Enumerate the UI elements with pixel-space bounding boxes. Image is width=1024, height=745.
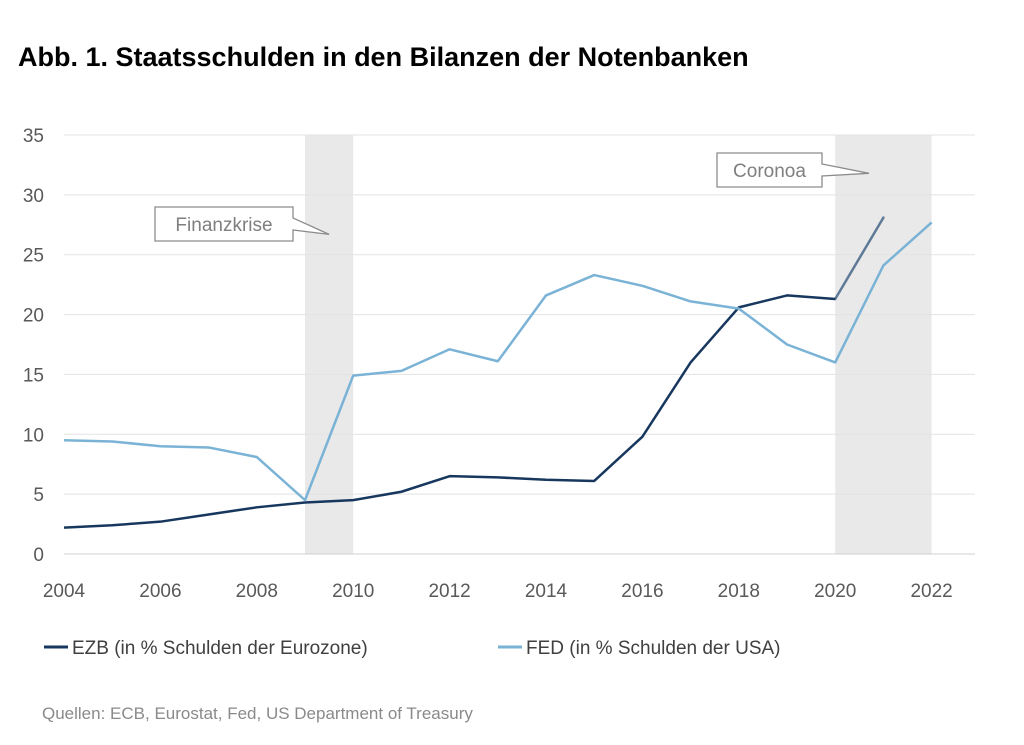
- x-tick-label: 2016: [621, 581, 663, 602]
- chart-title: Abb. 1. Staatsschulden in den Bilanzen d…: [18, 42, 749, 72]
- x-tick-label: 2018: [718, 581, 760, 602]
- y-tick-label: 25: [23, 246, 44, 267]
- source-note: Quellen: ECB, Eurostat, Fed, US Departme…: [42, 704, 473, 723]
- y-tick-label: 15: [23, 365, 44, 386]
- x-tick-label: 2012: [428, 581, 470, 602]
- y-tick-label: 0: [33, 545, 44, 566]
- series-0-last-segment: [833, 216, 885, 301]
- annotation-0: Finanzkrise: [154, 206, 330, 242]
- legend-label: EZB (in % Schulden der Eurozone): [72, 638, 368, 659]
- x-tick-label: 2004: [43, 581, 86, 602]
- series-line-0: [63, 294, 836, 529]
- legend-item-1: FED (in % Schulden der USA): [498, 638, 781, 659]
- annotation-label: Finanzkrise: [175, 215, 272, 236]
- legend: EZB (in % Schulden der Eurozone) FED (in …: [44, 638, 781, 659]
- y-tick-label: 35: [23, 126, 44, 147]
- x-tick-label: 2022: [910, 581, 952, 602]
- shaded-period-0: [305, 135, 354, 554]
- annotation-label: Coronoa: [733, 161, 806, 182]
- legend-item-0: EZB (in % Schulden der Eurozone): [44, 638, 368, 659]
- annotation-1: Coronoa: [716, 152, 870, 188]
- series-lines: [63, 216, 933, 529]
- y-axis-ticks: 0 5 10 15 20 25 30 35: [23, 126, 44, 566]
- x-tick-label: 2014: [525, 581, 568, 602]
- annotations: Finanzkrise Coronoa: [154, 152, 870, 242]
- x-tick-label: 2010: [332, 581, 374, 602]
- y-tick-label: 5: [33, 485, 44, 506]
- x-axis-ticks: 2004 2006 2008 2010 2012 2014 2016 2018 2020 2022: [43, 581, 953, 602]
- y-tick-label: 20: [23, 306, 44, 327]
- x-tick-label: 2008: [236, 581, 278, 602]
- series-line-1: [63, 221, 933, 502]
- legend-label: FED (in % Schulden der USA): [526, 638, 781, 659]
- x-tick-label: 2020: [814, 581, 856, 602]
- y-tick-label: 30: [23, 186, 44, 207]
- annotation-callout-box: [154, 206, 330, 242]
- gridlines: [64, 134, 975, 555]
- shaded-periods: [305, 135, 932, 554]
- annotation-callout-box: [716, 152, 870, 188]
- shaded-period-1: [835, 135, 932, 554]
- y-tick-label: 10: [23, 425, 44, 446]
- x-tick-label: 2006: [139, 581, 181, 602]
